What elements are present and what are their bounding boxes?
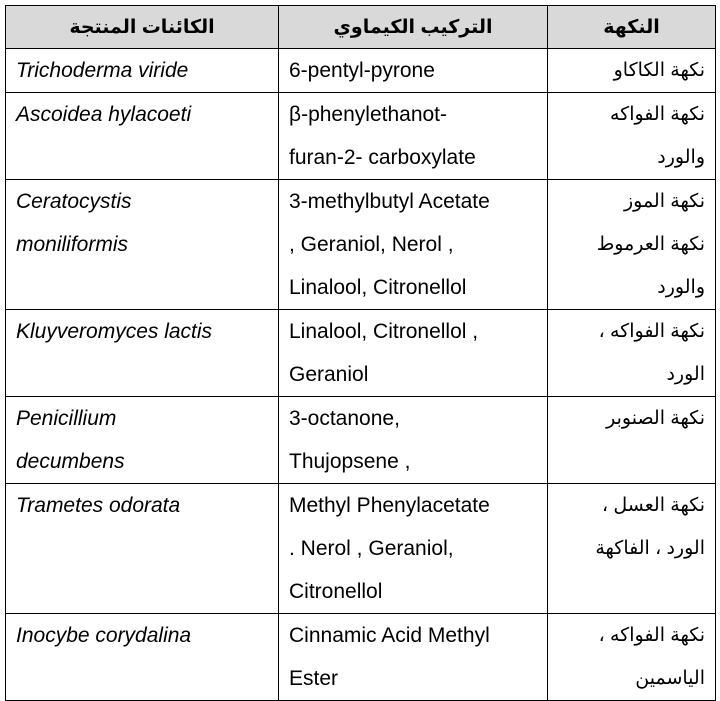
header-row: الكائنات المنتجة التركيب الكيماوي النكهة [5,5,716,49]
table-cell: Ascoidea hylacoeti [5,92,279,180]
cell-line: Methyl Phenylacetate [289,494,490,517]
cell-line: Citronellol [289,580,383,603]
cell-line: نكهة الفواكه ، [598,321,705,342]
cell-line: نكهة العرموط [596,234,705,255]
header-cell: التركيب الكيماوي [278,5,548,49]
table-cell: Trichoderma viride [5,48,279,93]
table-cell: Inocybe corydalina [5,613,279,701]
cell-line: Penicillium [16,407,117,430]
table-row: Trichoderma viride 6-pentyl-pyrone نكهة ال… [5,48,716,93]
table-row: Kluyveromyces lactis Linalool, Citronello… [5,309,716,397]
cell-line: نكهة الكاكاو [613,60,705,81]
table-row: Penicillium decumbens 3-octanone, Thujopsen… [5,396,716,484]
cell-line: نكهة الموز [623,191,705,212]
table-cell: β-phenylethanot-furan-2- carboxylate [278,92,548,180]
table-cell: نكهة الفواكه ، الورد [547,309,716,397]
cell-line: Cinnamic Acid Methyl [289,624,490,647]
table-row: Inocybe corydalina Cinnamic Acid Methyl Es… [5,613,716,701]
table-row: Ceratocystis moniliformis 3-methylbutyl Ac… [5,179,716,310]
cell-line: 3-octanone, [289,407,400,430]
table-cell: نكهة الموز نكهة العرموط والورد [547,179,716,310]
cell-line: β-phenylethanot- [289,103,448,126]
table-cell: 3-methylbutyl Acetate , Geraniol, Nerol ,… [278,179,548,310]
table-cell: 3-octanone, Thujopsene , [278,396,548,484]
cell-line: نكهة العسل ، [602,495,705,516]
table-cell: Methyl Phenylacetate . Nerol , Geraniol, C… [278,483,548,614]
cell-line: والورد [657,147,705,168]
table-cell: Kluyveromyces lactis [5,309,279,397]
cell-line: Geraniol [289,363,369,386]
cell-line: , Geraniol, Nerol , [289,233,454,256]
cell-line: نكهة الفواكه [609,104,705,125]
flavor-table: الكائنات المنتجة التركيب الكيماوي النكهة T… [5,5,716,701]
table-cell: Ceratocystis moniliformis [5,179,279,310]
table-cell: نكهة الصنوبر [547,396,716,484]
table-body: Trichoderma viride 6-pentyl-pyrone نكهة ال… [5,48,716,701]
table-cell: 6-pentyl-pyrone [278,48,548,93]
cell-line: Linalool, Citronellol , [289,320,479,343]
cell-line: decumbens [16,450,125,473]
table-cell: Linalool, Citronellol , Geraniol [278,309,548,397]
table-cell: نكهة الكاكاو [547,48,716,93]
table-cell: Trametes odorata [5,483,279,614]
header-cell: الكائنات المنتجة [5,5,279,49]
cell-line: والورد [657,277,705,298]
cell-line: furan-2- carboxylate [289,146,476,169]
cell-line: moniliformis [16,233,129,256]
table-row: Ascoidea hylacoeti β-phenylethanot-furan-… [5,92,716,180]
table-cell: Cinnamic Acid Methyl Ester [278,613,548,701]
cell-line: نكهة الصنوبر [606,408,705,429]
cell-line: Ester [289,667,339,690]
cell-line: 6-pentyl-pyrone [289,59,435,82]
cell-line: Ascoidea hylacoeti [16,103,192,126]
cell-line: الياسمين [635,668,705,689]
cell-line: الورد ، الفاكهة [595,538,705,559]
header-cell: النكهة [547,5,716,49]
table-cell: نكهة العسل ، الورد ، الفاكهة [547,483,716,614]
cell-line: . Nerol , Geraniol, [289,537,454,560]
cell-line: Trametes odorata [16,494,181,517]
cell-line: الورد [666,364,705,385]
cell-line: Linalool, Citronellol [289,276,467,299]
cell-line: نكهة الفواكه ، [598,625,705,646]
table-cell: نكهة الفواكه والورد [547,92,716,180]
cell-line: Ceratocystis [16,190,132,213]
cell-line: Thujopsene , [289,450,411,473]
cell-line: Inocybe corydalina [16,624,192,647]
cell-line: Trichoderma viride [16,59,189,82]
table-cell: نكهة الفواكه ، الياسمين [547,613,716,701]
cell-line: Kluyveromyces lactis [16,320,213,343]
cell-line: 3-methylbutyl Acetate [289,190,490,213]
table-row: Trametes odorata Methyl Phenylacetate . Ne… [5,483,716,614]
table-cell: Penicillium decumbens [5,396,279,484]
